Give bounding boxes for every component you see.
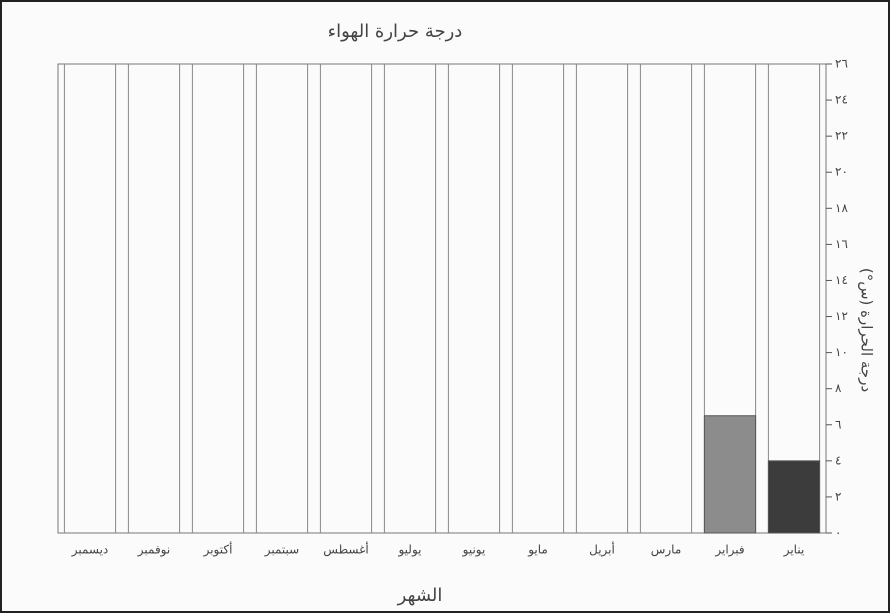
x-tick-label: يناير <box>783 543 805 558</box>
y-tick-label: ٤ <box>835 453 841 467</box>
y-tick-label: ٨ <box>835 381 842 395</box>
y-tick-label: ١٠ <box>835 345 848 359</box>
y-tick-label: ١٢ <box>835 309 848 323</box>
bar <box>703 415 757 534</box>
x-tick-label: أغسطس <box>323 542 368 558</box>
x-tick-label: مارس <box>651 543 682 558</box>
plot-area <box>57 63 827 534</box>
y-tick-label: ٢٠ <box>835 165 848 179</box>
x-tick-label: مايو <box>527 543 548 558</box>
y-axis-label: درجة الحرارة (س°) <box>858 268 876 392</box>
x-tick-label: فبراير <box>714 543 744 558</box>
y-tick-label: ٢٢ <box>835 129 848 143</box>
x-tick-label: ديسمبر <box>71 543 109 558</box>
y-tick-label: ٢٤ <box>835 93 848 107</box>
bar <box>767 460 821 534</box>
x-axis-label: الشهر <box>397 585 443 606</box>
x-tick-label: يوليو <box>397 543 421 558</box>
x-tick-label: سبتمبر <box>264 543 299 558</box>
y-tick-label: ١٨ <box>835 201 848 215</box>
x-tick-label: نوفمبر <box>137 543 170 558</box>
y-tick-label: ١٤ <box>835 273 848 287</box>
x-tick-label: يونيو <box>462 543 486 558</box>
y-tick-label: ١٦ <box>835 237 848 251</box>
y-tick-label: ٠ <box>835 526 841 540</box>
x-tick-label: أبريل <box>589 542 615 558</box>
y-tick-label: ٢٦ <box>835 57 848 71</box>
x-tick-label: أكتوبر <box>203 542 233 558</box>
chart-title: درجة حرارة الهواء <box>328 21 463 42</box>
y-tick-label: ٢ <box>835 489 841 503</box>
y-tick-label: ٦ <box>835 417 841 431</box>
